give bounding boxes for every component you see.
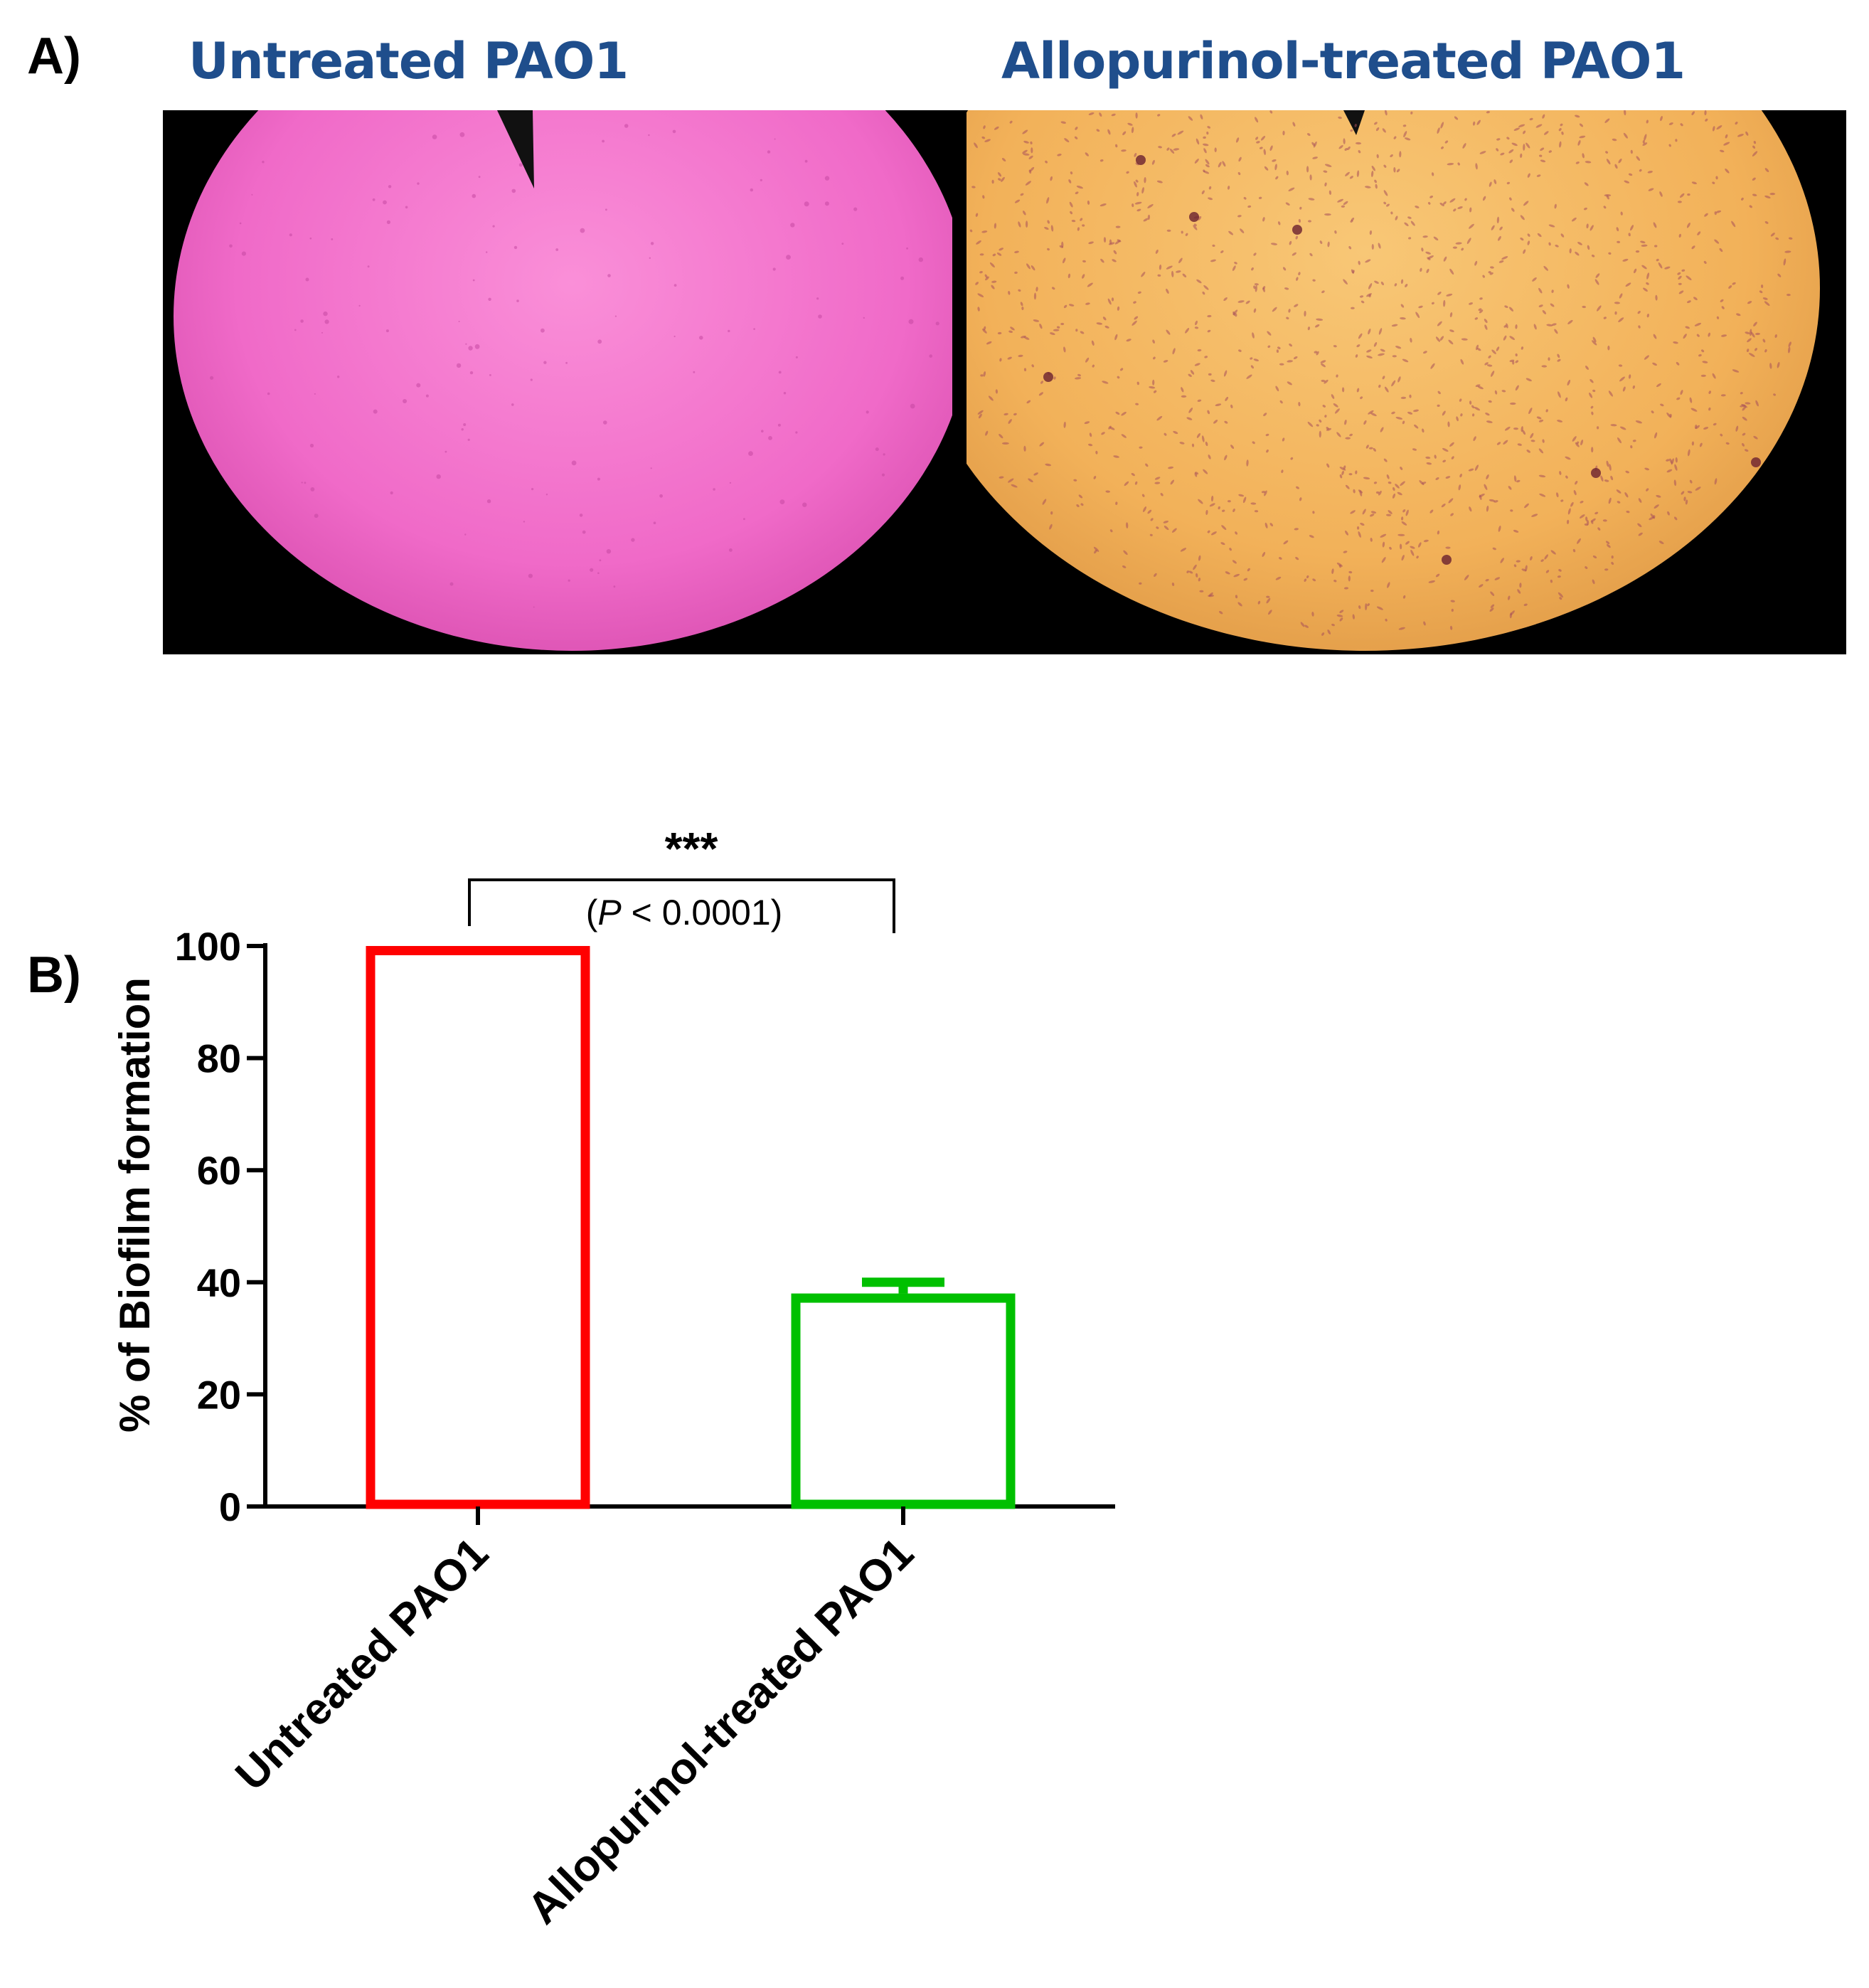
p-value-label: (P < 0.0001) bbox=[586, 893, 783, 932]
chart-category-labels: Untreated PAO1 Allopurinol-treated PAO1 bbox=[226, 1506, 923, 1933]
y-tick-label: 0 bbox=[219, 1484, 241, 1529]
micrograph-image bbox=[174, 109, 1820, 651]
y-axis-label: % of Biofilm formation bbox=[111, 977, 159, 1432]
y-tick-label: 100 bbox=[175, 924, 241, 969]
bar-allopurinol-treated bbox=[791, 1293, 1016, 1509]
treated-cells bbox=[969, 109, 1793, 636]
category-label: Allopurinol-treated PAO1 bbox=[518, 1529, 923, 1933]
untreated-field-of-view bbox=[174, 110, 952, 651]
y-tick-label: 40 bbox=[197, 1260, 241, 1305]
category-label: Untreated PAO1 bbox=[226, 1529, 498, 1800]
chart-axes bbox=[263, 943, 1115, 1509]
pointer-right bbox=[1343, 110, 1365, 135]
untreated-specks bbox=[210, 124, 939, 608]
bar-untreated bbox=[366, 946, 590, 1509]
panel-b-label: B) bbox=[27, 947, 81, 1004]
bracket-line bbox=[468, 878, 895, 933]
pointer-left bbox=[497, 110, 534, 188]
untreated-micrograph-title: Untreated PAO1 bbox=[188, 32, 629, 90]
micrograph-strip bbox=[163, 109, 1846, 654]
y-tick-label: 80 bbox=[197, 1036, 241, 1081]
significance-stars: *** bbox=[665, 823, 718, 874]
significance-bracket: *** (P < 0.0001) bbox=[468, 823, 895, 933]
chart-y-ticks: 0 20 40 60 80 100 bbox=[175, 924, 265, 1529]
panel-a-label: A) bbox=[27, 28, 81, 85]
treated-field-of-view bbox=[967, 110, 1820, 651]
y-tick-label: 60 bbox=[197, 1148, 241, 1193]
treated-micrograph-title: Allopurinol-treated PAO1 bbox=[1001, 32, 1686, 90]
y-tick-label: 20 bbox=[197, 1372, 241, 1417]
chart-bars bbox=[366, 946, 1016, 1509]
